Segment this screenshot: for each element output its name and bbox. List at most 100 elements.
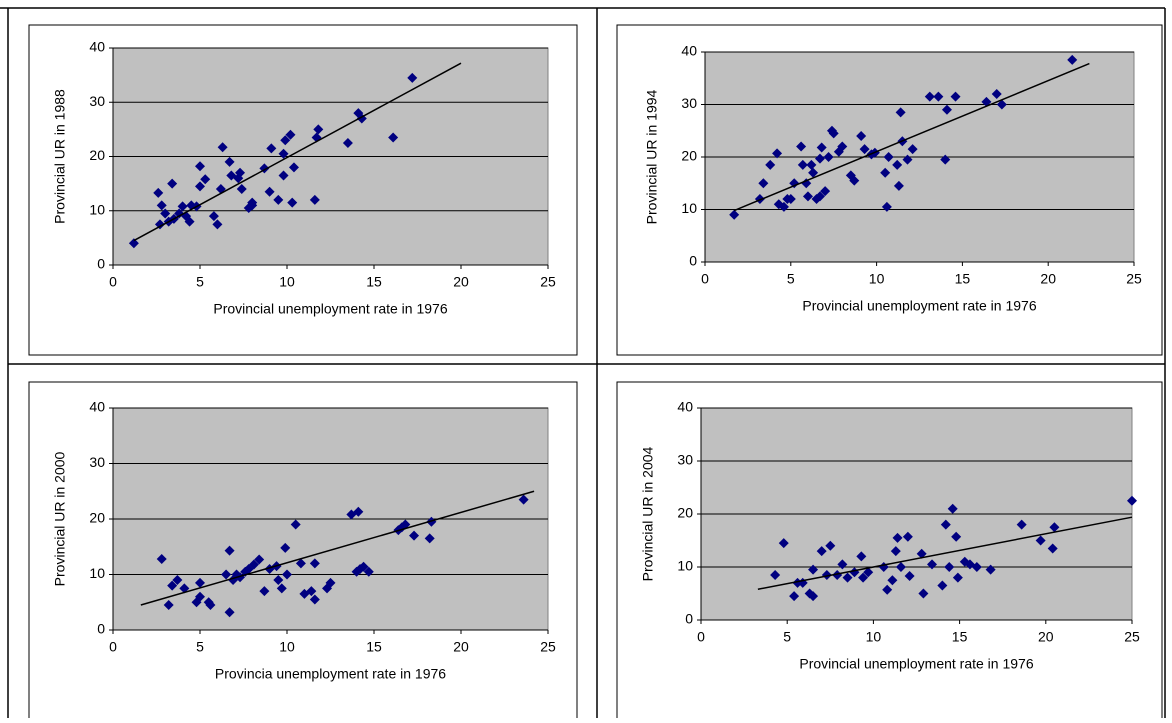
point [128,238,139,249]
point [195,161,205,172]
y-tick-label: 10 [677,558,693,574]
point [195,181,205,192]
point [236,184,247,195]
x-tick-label: 0 [701,271,709,287]
point [924,91,935,102]
point [789,591,800,602]
y-axis-label: Provincial UR in 1988 [52,89,68,224]
point [907,144,918,155]
point [944,562,955,572]
point [785,194,796,204]
chart: 0 10 20 30 40 0 5 10 15 20 25 Provincial unemployme… [28,24,578,356]
point [950,91,961,102]
point [1127,495,1137,506]
x-tick-label: 20 [453,639,469,655]
x-tick-label: 15 [952,629,968,645]
x-tick-label: 5 [196,274,204,290]
point [153,187,164,198]
y-tick-label: 20 [677,505,693,521]
point [409,530,420,541]
point [264,186,275,197]
point [518,494,529,505]
point [825,540,836,551]
x-axis-label: Provincia unemployment rate in 1976 [215,666,446,682]
point [1035,535,1046,546]
point [940,154,951,165]
x-tick-label: 15 [366,274,382,290]
point [179,583,190,594]
trend-line [133,62,462,242]
point [837,141,848,152]
point [200,174,211,185]
point [276,583,287,594]
point [814,153,825,164]
y-tick-label: 0 [97,621,105,637]
point [266,143,277,154]
chart: 0 10 20 30 40 0 5 10 15 20 25 Provincial unemployme… [616,381,1163,723]
point [259,586,270,597]
y-axis-label: Provincial UR in 2004 [640,446,656,581]
point [895,562,906,572]
point [212,219,223,230]
point [1067,54,1078,65]
point [235,167,246,178]
point [273,194,284,205]
point [933,91,944,102]
point [895,107,906,118]
point [248,559,259,570]
x-tick-label: 25 [1124,629,1140,645]
point [856,551,867,562]
point [224,156,235,167]
point [770,569,781,580]
x-tick-label: 20 [1040,271,1056,287]
point [940,519,951,530]
table-borders [0,7,1166,718]
point [217,142,228,153]
x-tick-label: 0 [697,629,705,645]
y-tick-label: 30 [89,93,105,109]
point [881,201,892,212]
point [890,546,901,557]
point [407,72,418,83]
point [282,569,292,580]
point [285,129,296,140]
trend-line [757,516,1133,590]
point [325,577,336,588]
point [902,531,913,542]
y-tick-label: 40 [89,39,105,55]
point [160,208,171,219]
x-axis-label: Provincial unemployment rate in 1976 [802,298,1036,314]
y-tick-label: 40 [89,399,105,415]
point [832,569,843,580]
point [902,154,913,165]
y-tick-label: 30 [681,95,697,111]
point [941,104,952,115]
point [167,178,178,189]
point [221,569,232,580]
point [951,531,962,542]
point [306,586,317,597]
x-tick-label: 0 [109,274,117,290]
point [778,201,789,212]
point [287,197,298,208]
point [765,159,776,170]
x-tick-label: 15 [955,271,971,287]
point [971,562,982,572]
point [985,564,996,575]
point [273,575,284,586]
point [859,144,870,155]
point [806,159,817,170]
point [858,572,869,583]
point [918,588,929,599]
x-tick-label: 10 [866,629,882,645]
point [947,503,958,514]
point [828,128,839,139]
point [837,559,848,570]
x-tick-label: 0 [109,639,117,655]
point [254,554,265,565]
x-tick-label: 5 [783,629,791,645]
point [778,538,789,549]
point [353,506,364,517]
y-tick-label: 20 [681,148,697,164]
point [288,162,299,173]
